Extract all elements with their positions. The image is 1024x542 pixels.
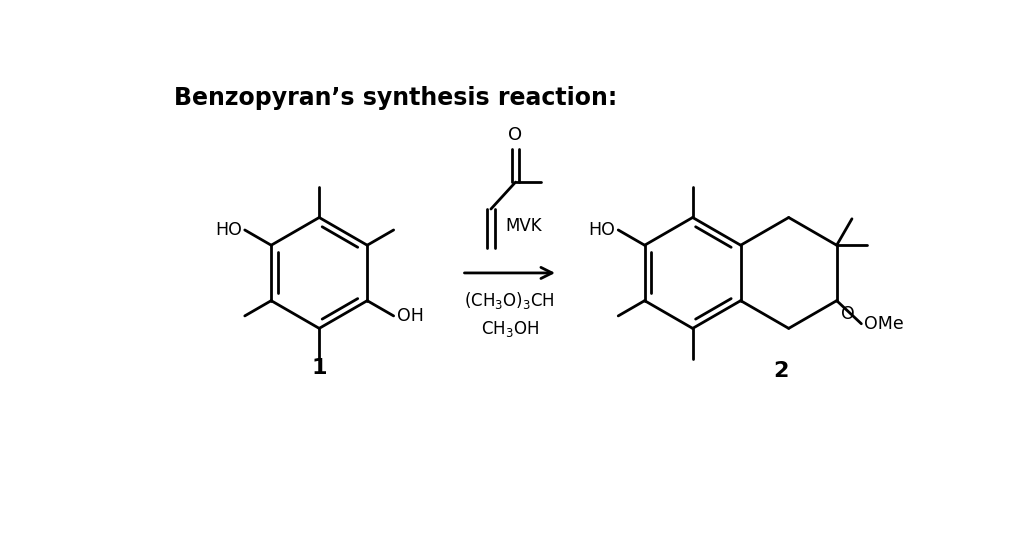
Text: 1: 1 [311,358,327,378]
Text: (CH$_3$O)$_3$CH: (CH$_3$O)$_3$CH [465,290,555,311]
Text: OMe: OMe [864,315,904,333]
Text: CH$_3$OH: CH$_3$OH [480,319,539,339]
Text: 2: 2 [773,361,788,380]
Text: O: O [841,305,854,323]
Text: HO: HO [588,221,615,239]
Text: HO: HO [215,221,242,239]
Text: Benzopyran’s synthesis reaction:: Benzopyran’s synthesis reaction: [174,86,617,110]
Text: MVK: MVK [505,217,542,235]
Text: O: O [509,126,522,144]
Text: OH: OH [396,307,424,325]
